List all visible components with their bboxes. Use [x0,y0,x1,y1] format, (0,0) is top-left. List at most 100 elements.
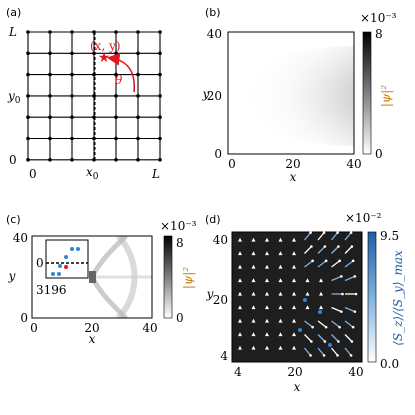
inset-dot [70,247,74,251]
spin-up-marker [292,332,296,337]
spin-arrow [344,246,353,254]
spin-up-marker [319,278,323,283]
spin-up-marker [319,305,323,310]
point-xy-label: (x, y) [90,39,121,53]
spin-up-marker [278,237,283,242]
lattice-site [70,115,74,119]
spin-arrow-head [311,325,314,329]
spin-up-marker [265,251,269,256]
lattice-site [158,158,162,162]
lattice-site [26,51,30,56]
lattice-site [114,136,118,141]
spin-arrow [304,246,312,254]
lattice-site [158,136,162,141]
spin-arrow-head [340,310,343,313]
spin-arrow [330,347,339,356]
spin-arrow-head [309,231,312,234]
inset-number-label: 3196 [36,283,67,297]
b-colorbar [362,31,372,155]
c-colorbar [163,235,173,319]
b-cbar-scale: ×10⁻³ [360,11,397,25]
spin-arrow [304,320,314,328]
spin-arrow-head [350,245,354,248]
spin-up-marker [278,278,283,283]
d-ytick-40: 40 [213,233,228,247]
spin-arrow-head [324,325,328,329]
inset-dot [64,255,68,259]
c-cbar-max: 8 [176,236,184,250]
spin-up-marker [265,278,269,283]
spin-arrow [331,334,339,342]
lattice-site [158,72,162,77]
spin-arrow [303,232,312,241]
spin-arrow-head [322,231,326,234]
spin-up-marker [278,318,283,323]
spin-arrow [317,334,326,342]
d-ytick-4: 4 [220,349,228,363]
y0-label: y0 [7,89,21,106]
lattice-site [26,115,30,119]
spin-up-marker [278,332,283,337]
lattice-site [26,30,30,34]
corner-L-top: L [8,25,17,39]
spin-arrow [317,232,325,241]
b-ytick-40: 40 [207,27,222,41]
spin-up-marker [278,251,283,256]
d-xtick-40: 40 [348,365,363,379]
d-cbar-label: ⟨S_z⟩/⟨S_y⟩_max [391,250,405,346]
b-cbar-max: 8 [375,27,383,41]
panel-c-label: (c) [6,213,21,226]
c-xtick-40: 40 [142,321,157,335]
d-cbar-max: 9.5 [380,229,399,243]
spin-up-marker [238,345,242,350]
spin-up-marker [305,291,310,296]
spin-arrow-head [350,340,354,343]
spin-up-marker [278,305,283,310]
spin-up-marker [292,264,296,269]
spin-up-marker [251,332,256,337]
spin-highlight-dot [298,328,302,332]
d-cbar-min: 0.0 [380,357,399,371]
lattice-site [158,51,162,56]
spin-arrow [304,260,314,268]
b-xtick-0: 0 [228,157,236,171]
lattice-site [70,94,74,98]
spin-up-marker [265,318,269,323]
spin-up-marker [238,251,242,256]
spin-arrow-head [349,354,353,357]
panel-a: (a) L 0 0 L y0 x0 (x, y) ★ θ [6,6,162,182]
spin-vector-field [238,231,358,357]
spin-up-marker [319,291,323,296]
density-plot-border [227,31,355,155]
spin-up-marker [251,251,256,256]
spin-up-marker [305,278,310,283]
density-blob [239,46,354,146]
lattice-site [26,158,30,162]
c-density-pattern [89,236,152,318]
lattice-site [48,30,52,34]
spin-up-marker [265,332,269,337]
spin-arrow-head [310,245,313,248]
spin-arrow-head [323,340,327,343]
spin-arrow [344,306,356,313]
spin-arrow [317,246,326,254]
d-colorbar [367,231,377,363]
panel-a-label: (a) [6,6,21,19]
c-xtick-20: 20 [84,321,99,335]
spin-arrow-head [323,245,327,248]
spin-arrow [331,260,341,268]
panel-b: (b) 40 20 0 0 20 40 x y 8 0 ×10⁻³ |ψ|² [202,6,397,184]
spin-arrow-head [309,354,312,357]
spin-up-marker [292,305,296,310]
lattice-site [136,30,140,34]
b-cbar-min: 0 [375,147,383,161]
spin-up-marker [292,278,296,283]
lattice-site [114,115,118,119]
spin-highlight-dot [318,310,322,314]
lattice-site [48,72,52,77]
c-cbar-label: |ψ|² [181,267,195,289]
b-ytick-20: 20 [207,89,222,103]
lattice-site [136,158,140,162]
c-plot-border [31,235,153,319]
panel-d-label: (d) [205,213,221,226]
